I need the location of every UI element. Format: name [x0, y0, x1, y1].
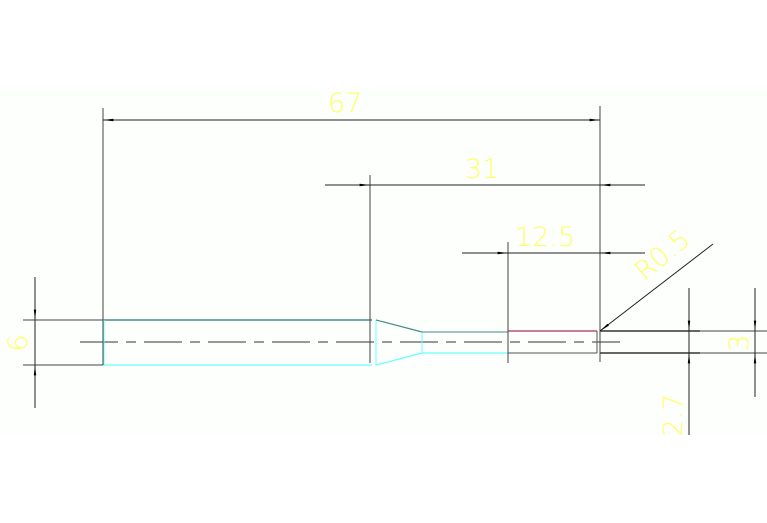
dim-31-label: 31 — [465, 154, 499, 185]
shaft-part — [103, 319, 700, 366]
dim-3-label: 3 — [724, 334, 755, 351]
drawing-area — [0, 88, 767, 435]
dim-6-label: 6 — [3, 334, 34, 351]
extension-lines — [23, 106, 767, 366]
dim-12-5-label: 12.5 — [515, 222, 575, 253]
radius-leader — [599, 243, 714, 332]
dim-2-7-label: 2.7 — [658, 394, 689, 437]
dim-67-label: 67 — [328, 88, 362, 119]
